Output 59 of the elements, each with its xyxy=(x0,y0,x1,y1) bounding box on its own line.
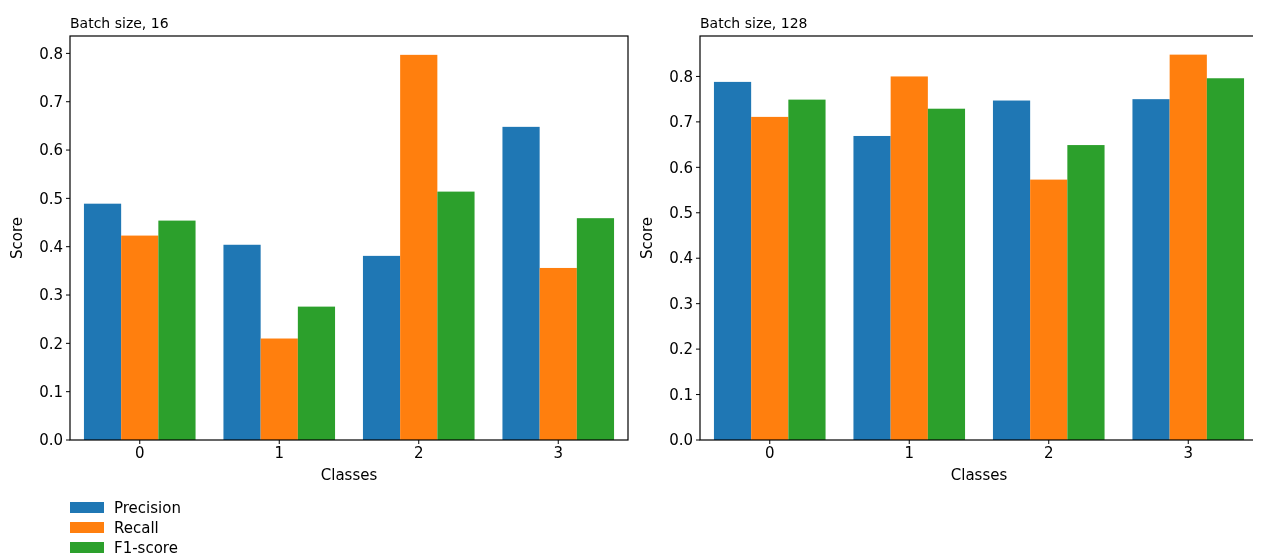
y-tick-label: 0.3 xyxy=(669,294,693,313)
bar xyxy=(400,54,438,440)
y-tick-label: 0.4 xyxy=(39,237,63,256)
bar xyxy=(713,81,752,440)
x-tick-label: 1 xyxy=(904,444,915,462)
y-tick-label: 0.6 xyxy=(669,158,693,177)
x-tick-label: 0 xyxy=(134,444,145,462)
bar xyxy=(223,244,261,440)
y-tick-label: 0.5 xyxy=(669,204,693,223)
y-tick-label: 0.1 xyxy=(669,385,693,404)
y-tick-label: 0.4 xyxy=(669,249,693,268)
x-tick-label: 0 xyxy=(764,444,775,462)
legend-label: Precision xyxy=(114,499,181,518)
y-tick-label: 0.1 xyxy=(39,382,63,401)
x-tick-label: 3 xyxy=(553,444,564,462)
y-tick-label: 0.5 xyxy=(39,189,63,208)
bar xyxy=(927,108,966,440)
bar xyxy=(576,218,615,440)
y-axis-title: Score xyxy=(638,216,656,260)
bar xyxy=(297,306,336,440)
bar xyxy=(539,267,577,440)
y-tick-label: 0.8 xyxy=(39,44,63,63)
bar xyxy=(437,191,475,440)
chart-title: Batch size, 128 xyxy=(700,15,808,31)
y-tick-label: 0.7 xyxy=(39,92,63,111)
bar xyxy=(1206,78,1245,440)
bar xyxy=(1030,179,1068,440)
x-tick-label: 3 xyxy=(1183,444,1194,462)
x-axis-title: Classes xyxy=(320,466,378,484)
y-axis-title: Score xyxy=(8,216,26,260)
bar xyxy=(260,338,298,440)
bar xyxy=(751,116,789,440)
bar xyxy=(853,135,891,440)
y-tick-label: 0.8 xyxy=(669,67,693,86)
bar xyxy=(83,203,122,440)
legend-label: Recall xyxy=(114,519,159,538)
bar xyxy=(788,99,826,440)
y-tick-label: 0.2 xyxy=(39,334,63,353)
bar xyxy=(121,235,159,440)
x-axis-title: Classes xyxy=(950,466,1008,484)
legend-label: F1-score xyxy=(114,539,178,558)
x-tick-label: 2 xyxy=(413,444,424,462)
y-tick-label: 0.7 xyxy=(669,113,693,132)
bar xyxy=(992,100,1031,440)
bar xyxy=(502,126,540,440)
bar xyxy=(890,76,928,440)
y-tick-label: 0.0 xyxy=(39,431,63,450)
bar xyxy=(1067,145,1105,440)
chart-title: Batch size, 16 xyxy=(70,15,169,31)
bar xyxy=(362,255,401,440)
y-tick-label: 0.6 xyxy=(39,141,63,160)
y-tick-label: 0.2 xyxy=(669,340,693,359)
x-tick-label: 1 xyxy=(274,444,285,462)
y-tick-label: 0.0 xyxy=(669,431,693,450)
bar xyxy=(158,220,196,440)
bar xyxy=(1169,54,1207,440)
x-tick-label: 2 xyxy=(1043,444,1054,462)
bar xyxy=(1132,99,1170,440)
y-tick-label: 0.3 xyxy=(39,286,63,305)
